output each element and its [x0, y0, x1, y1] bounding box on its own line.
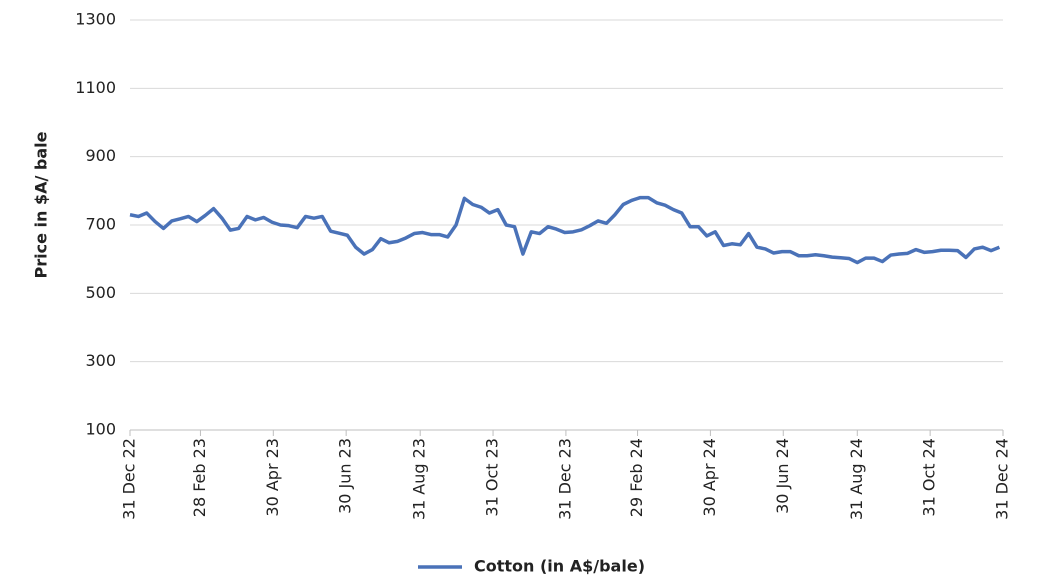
y-tick-label: 100 — [85, 420, 116, 439]
x-tick-label: 30 Jun 23 — [336, 438, 355, 514]
legend-label: Cotton (in A$/bale) — [474, 557, 645, 576]
x-tick-label: 28 Feb 23 — [190, 438, 209, 517]
y-tick-label: 700 — [85, 215, 116, 234]
x-tick-label: 31 Aug 24 — [847, 438, 866, 520]
x-tick-label: 30 Jun 24 — [773, 438, 792, 514]
y-tick-label: 900 — [85, 146, 116, 165]
y-tick-label: 1100 — [75, 78, 116, 97]
x-tick-label: 29 Feb 24 — [627, 438, 646, 517]
x-tick-label: 30 Apr 24 — [700, 438, 719, 517]
y-tick-label: 500 — [85, 283, 116, 302]
y-axis-label: Price in $A/ bale — [32, 131, 51, 278]
x-tick-label: 31 Aug 23 — [410, 438, 429, 520]
x-tick-label: 31 Oct 24 — [920, 438, 939, 517]
x-tick-label: 31 Dec 22 — [120, 438, 139, 520]
series-line — [129, 195, 1001, 265]
x-tick-label: 31 Dec 24 — [993, 438, 1012, 520]
x-tick-label: 31 Oct 23 — [483, 438, 502, 517]
y-tick-label: 1300 — [75, 10, 116, 29]
x-tick-label: 30 Apr 23 — [263, 438, 282, 517]
y-tick-label: 300 — [85, 351, 116, 370]
x-tick-label: 31 Dec 23 — [555, 438, 574, 520]
